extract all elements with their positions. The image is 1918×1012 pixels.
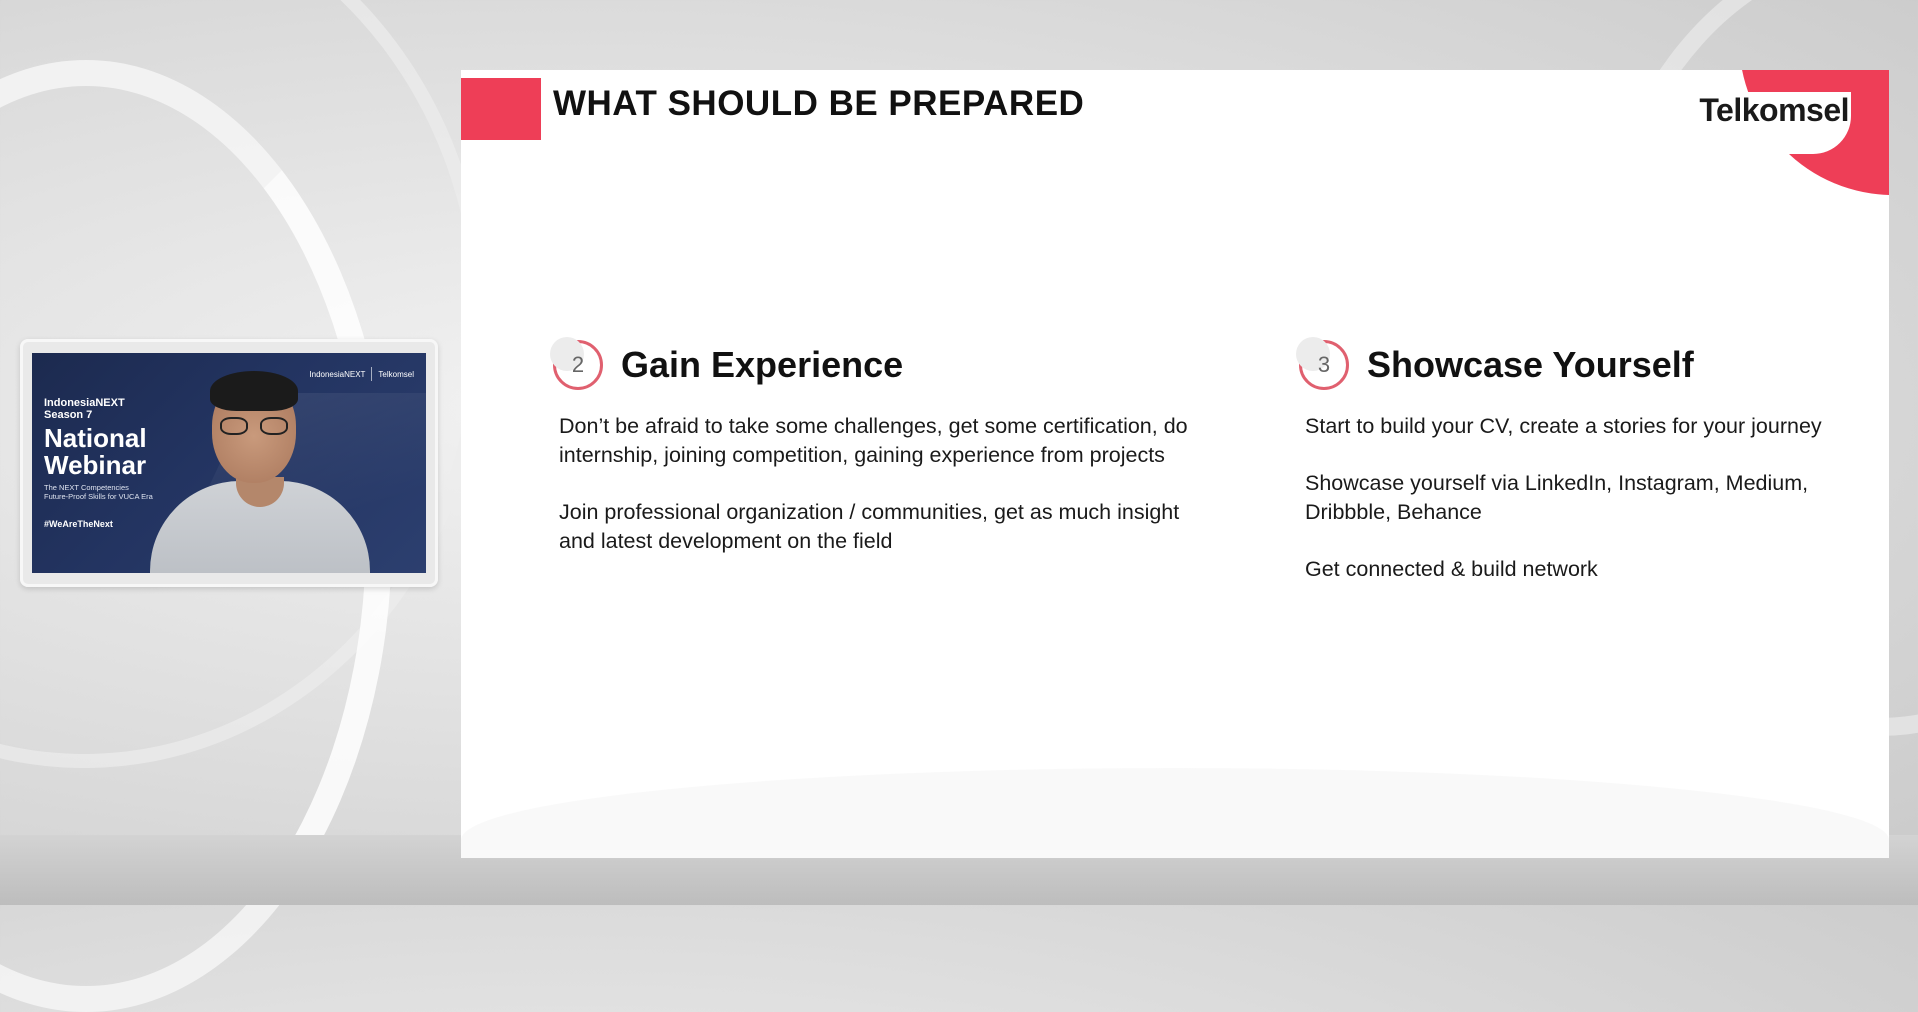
- step-number: 2: [571, 352, 585, 377]
- section-paragraph: Showcase yourself via LinkedIn, Instagra…: [1305, 471, 1809, 524]
- video-subtitle: The NEXT Competencies Future-Proof Skill…: [44, 483, 153, 501]
- speaker-figure: [150, 361, 370, 573]
- event-line: IndonesiaNEXT: [44, 397, 125, 409]
- section-showcase-yourself: 3 Showcase Yourself Start to build your …: [1296, 334, 1859, 584]
- video-brand-bar: IndonesiaNEXT Telkomsel: [309, 367, 414, 381]
- telkomsel-logo: Telkomsel: [1699, 92, 1849, 128]
- video-brand-left: IndonesiaNEXT: [309, 369, 366, 379]
- section-title: Gain Experience: [621, 344, 904, 385]
- section-paragraph: Start to build your CV, create a stories…: [1305, 414, 1822, 438]
- presentation-slide: WHAT SHOULD BE PREPARED Telkomsel 2 Gain…: [461, 70, 1889, 858]
- brand-divider: [371, 367, 373, 381]
- section-paragraph: Get connected & build network: [1305, 557, 1598, 581]
- speaker-video-tile[interactable]: IndonesiaNEXT Telkomsel IndonesiaNEXT Se…: [20, 339, 438, 587]
- speaker-hair: [210, 371, 298, 411]
- step-number-badge: 3: [1296, 337, 1349, 390]
- video-event-name: IndonesiaNEXT Season 7: [44, 397, 125, 421]
- video-heading: National Webinar: [44, 425, 147, 479]
- section-gain-experience: 2 Gain Experience Don’t be afraid to tak…: [550, 334, 1193, 556]
- video-brand-right: Telkomsel: [378, 369, 414, 379]
- heading-line: National: [44, 423, 147, 453]
- section-header: 3 Showcase Yourself: [1296, 334, 1859, 396]
- slide-bottom-wave: [461, 768, 1889, 858]
- heading-line: Webinar: [44, 450, 147, 480]
- title-accent-square: [461, 78, 541, 140]
- step-number: 3: [1317, 352, 1331, 377]
- video-hashtag: #WeAreTheNext: [44, 519, 113, 529]
- logo-card: [1651, 92, 1851, 154]
- step-number-badge: 2: [550, 337, 603, 390]
- slide-title: WHAT SHOULD BE PREPARED: [553, 84, 1085, 123]
- section-header: 2 Gain Experience: [550, 334, 1193, 396]
- speaker-video-feed: IndonesiaNEXT Telkomsel IndonesiaNEXT Se…: [32, 353, 426, 573]
- section-paragraph: Join professional organization / communi…: [559, 500, 1180, 553]
- event-line: Season 7: [44, 409, 93, 421]
- section-title: Showcase Yourself: [1367, 344, 1694, 385]
- speaker-glasses: [220, 417, 288, 437]
- section-paragraph: Don’t be afraid to take some challenges,…: [559, 414, 1188, 467]
